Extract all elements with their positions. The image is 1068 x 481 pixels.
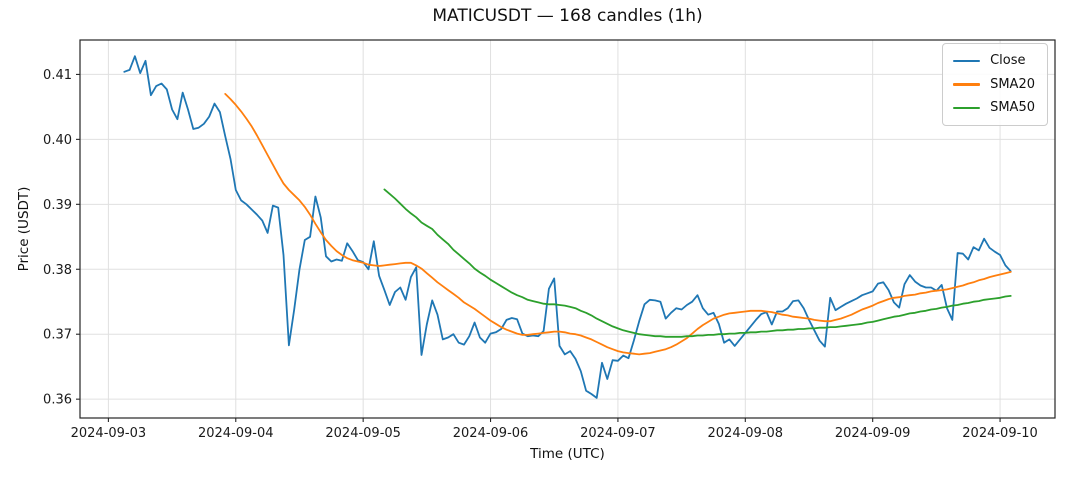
x-tick-label: 2024-09-07 [580, 426, 656, 441]
sma20-line [224, 93, 1012, 356]
legend-item-sma20: SMA20 [953, 77, 1035, 93]
legend-item-close: Close [953, 53, 1035, 69]
x-tick-label: 2024-09-04 [198, 426, 274, 441]
legend-label-close: Close [990, 53, 1026, 68]
x-tick-label: 2024-09-03 [71, 426, 147, 441]
y-tick-label: 0.41 [43, 68, 72, 83]
x-tick-label: 2024-09-08 [708, 426, 784, 441]
x-tick-label: 2024-09-05 [325, 426, 401, 441]
chart-title: MATICUSDT — 168 candles (1h) [432, 6, 703, 26]
y-tick-label: 0.36 [43, 393, 72, 408]
y-tick-label: 0.38 [43, 263, 72, 278]
y-tick-label: 0.39 [43, 198, 72, 213]
legend-item-sma50: SMA50 [953, 100, 1035, 116]
y-axis-label: Price (USDT) [16, 186, 32, 272]
legend-label-sma50: SMA50 [990, 100, 1035, 116]
x-tick-label: 2024-09-10 [962, 426, 1038, 441]
legend-label-sma20: SMA20 [990, 76, 1035, 92]
y-tick-label: 0.40 [43, 133, 72, 148]
legend: Close SMA20 SMA50 [942, 43, 1048, 126]
close-line [123, 55, 1012, 399]
y-tick-label: 0.37 [43, 328, 72, 343]
sma50-line-swatch [953, 106, 981, 110]
sma50-line [383, 188, 1012, 338]
plot-border [79, 39, 1056, 419]
x-tick-label: 2024-09-09 [835, 426, 911, 441]
sma20-line-swatch [953, 83, 981, 86]
x-axis-label: Time (UTC) [530, 446, 605, 462]
x-tick-label: 2024-09-06 [453, 426, 529, 441]
close-line-swatch [953, 59, 981, 63]
